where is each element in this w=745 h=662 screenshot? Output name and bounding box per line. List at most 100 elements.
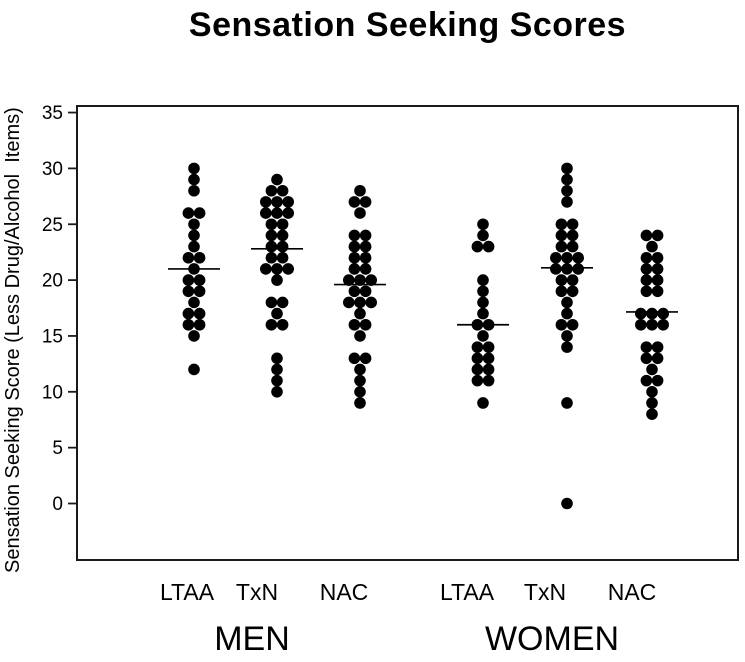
- data-dot: [276, 184, 289, 197]
- data-dot: [265, 251, 278, 264]
- data-dot: [354, 207, 366, 219]
- data-dot: [271, 196, 283, 208]
- data-dot: [354, 374, 366, 387]
- data-dot: [188, 363, 200, 376]
- data-dot: [188, 184, 200, 197]
- data-dot: [354, 307, 366, 320]
- data-dot: [561, 162, 573, 175]
- data-dot: [640, 263, 653, 275]
- data-dot: [348, 263, 361, 275]
- data-dot: [555, 229, 568, 242]
- data-dot: [348, 196, 361, 208]
- data-dot: [182, 251, 195, 264]
- data-dot: [265, 218, 278, 231]
- data-dot: [640, 374, 653, 387]
- data-dot: [260, 207, 272, 219]
- data-dot: [566, 240, 579, 253]
- data-dot: [354, 296, 366, 309]
- data-dot: [359, 240, 372, 253]
- y-tick-label: 0: [52, 494, 63, 515]
- data-dot: [550, 251, 562, 264]
- data-dot: [561, 173, 573, 186]
- data-dot: [276, 240, 289, 253]
- data-dot: [188, 229, 200, 242]
- data-dot: [343, 296, 355, 309]
- data-dot: [646, 240, 658, 253]
- data-dot: [640, 285, 653, 298]
- data-dot: [477, 397, 489, 409]
- data-dot: [282, 263, 295, 275]
- data-dot: [566, 318, 579, 331]
- data-dot: [182, 318, 195, 331]
- data-dot: [193, 251, 206, 264]
- data-dot: [354, 274, 366, 286]
- data-dot: [348, 318, 361, 331]
- data-dot: [182, 285, 195, 298]
- data-dot: [646, 307, 658, 320]
- plot-frame: [76, 105, 739, 561]
- data-dot: [188, 240, 200, 253]
- treatment-label: LTAA: [440, 579, 495, 605]
- data-dot: [359, 285, 372, 298]
- data-dot: [265, 296, 278, 309]
- data-dot: [271, 363, 283, 376]
- data-dot: [188, 162, 200, 175]
- data-dot: [271, 263, 283, 275]
- data-dot: [359, 251, 372, 264]
- data-dot: [348, 285, 361, 298]
- data-dot: [482, 341, 495, 353]
- data-dot: [566, 218, 579, 231]
- data-dot: [359, 352, 372, 365]
- treatment-label: LTAA: [160, 579, 215, 605]
- data-dot: [482, 374, 495, 387]
- data-dot: [482, 352, 495, 365]
- y-tick-label: 20: [42, 271, 63, 292]
- data-dot: [561, 341, 573, 353]
- data-dot: [188, 330, 200, 342]
- y-tick-label: 30: [42, 159, 63, 180]
- data-dot: [354, 184, 366, 197]
- data-dot: [348, 251, 361, 264]
- data-dot: [471, 352, 484, 365]
- y-tick-label: 10: [42, 382, 63, 403]
- data-dot: [282, 196, 295, 208]
- data-dot: [572, 263, 584, 275]
- data-dot: [271, 386, 283, 398]
- data-dot: [550, 263, 562, 275]
- data-dot: [482, 363, 495, 376]
- data-dot: [271, 307, 283, 320]
- data-dot: [193, 307, 206, 320]
- data-dot: [566, 229, 579, 242]
- data-dot: [182, 207, 195, 219]
- data-dot: [561, 251, 573, 264]
- y-tick-label: 15: [42, 326, 63, 347]
- data-dot: [265, 318, 278, 331]
- data-dot: [271, 207, 283, 219]
- data-dot: [635, 307, 647, 320]
- data-dot: [188, 173, 200, 186]
- data-dot: [276, 218, 289, 231]
- data-dot: [555, 240, 568, 253]
- data-dot: [354, 386, 366, 398]
- data-dot: [646, 397, 658, 409]
- data-dot: [651, 285, 664, 298]
- data-dot: [182, 307, 195, 320]
- chart-title: Sensation Seeking Scores: [188, 6, 627, 44]
- data-dot: [271, 173, 283, 186]
- data-dot: [477, 274, 489, 286]
- data-dot: [561, 330, 573, 342]
- data-dot: [348, 352, 361, 365]
- data-dot: [561, 263, 573, 275]
- y-tick-label: 25: [42, 215, 63, 236]
- data-dot: [348, 240, 361, 253]
- data-dot: [193, 285, 206, 298]
- data-dot: [260, 196, 272, 208]
- data-dot: [651, 274, 664, 286]
- data-dot: [657, 307, 669, 320]
- data-dot: [561, 196, 573, 208]
- data-dot: [477, 285, 489, 298]
- data-dot: [477, 330, 489, 342]
- data-dot: [193, 318, 206, 331]
- data-dot: [343, 274, 355, 286]
- gender-label: MEN: [214, 620, 290, 658]
